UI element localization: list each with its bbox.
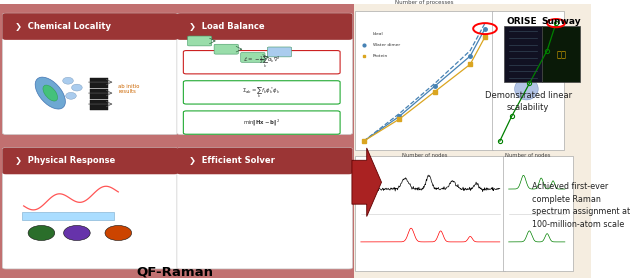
Ellipse shape (105, 225, 132, 241)
FancyBboxPatch shape (503, 157, 573, 271)
Ellipse shape (72, 84, 82, 91)
Text: QF-Raman: QF-Raman (136, 266, 213, 279)
FancyBboxPatch shape (504, 26, 542, 81)
FancyBboxPatch shape (3, 148, 178, 174)
FancyBboxPatch shape (3, 13, 178, 134)
FancyBboxPatch shape (177, 148, 353, 269)
Ellipse shape (43, 85, 58, 101)
Text: 神威: 神威 (556, 50, 566, 59)
Text: $\min \|\mathbf{H}\mathbf{x} - \mathbf{b}\|^2$: $\min \|\mathbf{H}\mathbf{x} - \mathbf{b… (243, 118, 280, 128)
FancyBboxPatch shape (355, 11, 493, 150)
Text: $\Sigma_{ab} = \sum_k f_k \phi_k^* \phi_k$: $\Sigma_{ab} = \sum_k f_k \phi_k^* \phi_… (242, 85, 281, 100)
Text: ❯  Chemical Locality: ❯ Chemical Locality (15, 22, 111, 31)
FancyBboxPatch shape (492, 11, 564, 150)
Text: ab initio
results: ab initio results (118, 83, 140, 94)
Ellipse shape (28, 225, 54, 241)
Text: Sunway: Sunway (541, 17, 581, 26)
FancyBboxPatch shape (241, 52, 265, 62)
Text: Protein: Protein (372, 54, 388, 58)
FancyBboxPatch shape (268, 47, 292, 57)
Text: Water dimer: Water dimer (372, 43, 400, 47)
Text: ❯  Efficient Solver: ❯ Efficient Solver (189, 157, 275, 165)
FancyBboxPatch shape (3, 13, 178, 40)
FancyBboxPatch shape (177, 13, 353, 40)
Text: Demonstrated linear
scalability: Demonstrated linear scalability (484, 90, 572, 112)
FancyBboxPatch shape (183, 81, 340, 104)
FancyBboxPatch shape (90, 89, 108, 99)
FancyBboxPatch shape (0, 4, 354, 278)
Ellipse shape (63, 77, 74, 84)
Text: Number of nodes: Number of nodes (402, 153, 447, 158)
FancyBboxPatch shape (3, 148, 178, 269)
Text: ❯  Load Balance: ❯ Load Balance (189, 22, 265, 31)
Ellipse shape (35, 77, 65, 109)
Polygon shape (352, 148, 381, 216)
FancyBboxPatch shape (354, 4, 591, 278)
Text: Number of processes: Number of processes (395, 0, 454, 5)
Text: Achieved first-ever
complete Raman
spectrum assignment at
100-million-atom scale: Achieved first-ever complete Raman spect… (532, 182, 630, 229)
FancyBboxPatch shape (90, 100, 108, 109)
FancyBboxPatch shape (214, 44, 238, 54)
FancyBboxPatch shape (355, 157, 505, 271)
FancyBboxPatch shape (188, 36, 212, 46)
Text: Number of nodes: Number of nodes (505, 153, 550, 158)
FancyBboxPatch shape (183, 51, 340, 74)
Ellipse shape (515, 78, 538, 100)
FancyBboxPatch shape (177, 148, 353, 174)
Ellipse shape (66, 92, 76, 99)
Text: ORISE: ORISE (506, 17, 537, 26)
FancyBboxPatch shape (90, 78, 108, 88)
FancyBboxPatch shape (183, 111, 340, 134)
FancyBboxPatch shape (22, 212, 113, 220)
Text: $\mathcal{L} = -\frac{1}{2}\sum_k \alpha_k \nabla^2$: $\mathcal{L} = -\frac{1}{2}\sum_k \alpha… (243, 55, 280, 70)
Text: ❯  Physical Response: ❯ Physical Response (15, 157, 115, 165)
Text: Ideal: Ideal (372, 32, 383, 36)
FancyBboxPatch shape (542, 26, 580, 81)
Ellipse shape (63, 225, 90, 241)
FancyBboxPatch shape (177, 13, 353, 134)
